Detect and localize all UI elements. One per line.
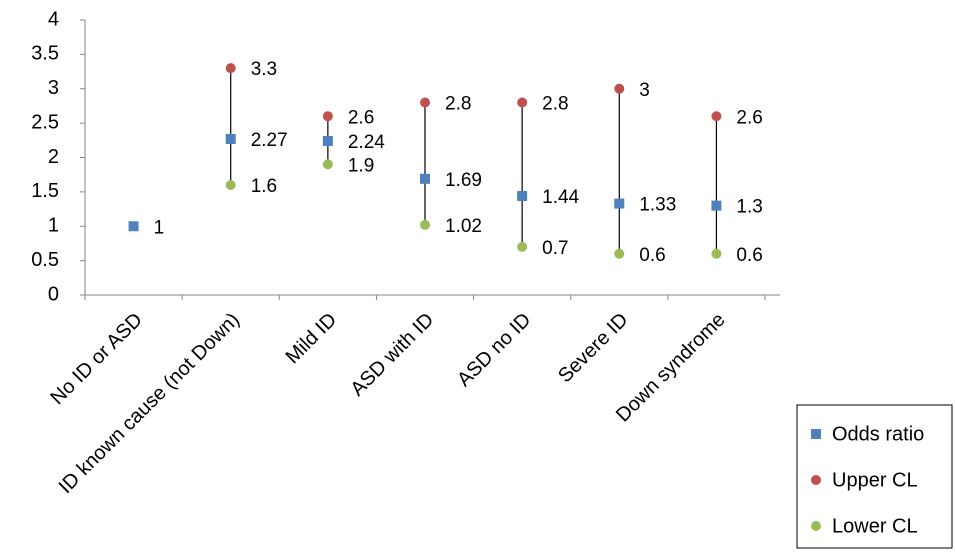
data-label: 0.6	[639, 245, 665, 266]
marker	[711, 248, 722, 259]
legend-label: Lower CL	[832, 515, 918, 537]
legend-box	[796, 404, 953, 549]
marker	[225, 63, 236, 74]
data-label: 1.9	[348, 155, 374, 176]
data-label: 1	[154, 217, 165, 238]
y-tick-label: 3.5	[31, 43, 59, 65]
data-label: 2.6	[348, 107, 374, 128]
data-label: 1.6	[251, 176, 277, 197]
data-label: 2.27	[251, 130, 288, 151]
data-label: 2.6	[736, 107, 762, 128]
marker	[420, 219, 430, 230]
marker	[517, 191, 528, 201]
marker	[225, 133, 236, 144]
data-label: 1.44	[542, 187, 579, 208]
marker	[614, 248, 625, 259]
marker	[420, 173, 430, 184]
y-tick-label: 3	[48, 77, 59, 99]
marker	[811, 475, 821, 485]
marker	[517, 97, 528, 108]
legend-label: Odds ratio	[832, 423, 924, 445]
x-tick-label: ID known cause (not Down)	[55, 309, 244, 498]
data-label: 0.7	[542, 238, 568, 259]
data-label: 1.02	[445, 216, 482, 237]
marker	[322, 136, 333, 146]
data-label: 1.69	[445, 170, 482, 191]
x-tick-label: Mild ID	[282, 309, 342, 369]
marker	[614, 198, 625, 209]
data-label: 2.8	[542, 94, 568, 115]
legend-label: Upper CL	[832, 469, 918, 491]
y-tick-label: 1	[48, 215, 59, 237]
marker	[128, 221, 139, 232]
data-label: 0.6	[736, 245, 762, 266]
y-tick-label: 4	[48, 8, 59, 30]
data-label: 1.33	[639, 195, 676, 216]
marker	[322, 111, 333, 122]
marker	[811, 429, 821, 439]
y-tick-label: 0.5	[31, 249, 59, 271]
data-label: 1.3	[736, 197, 762, 218]
data-label: 3.3	[251, 59, 277, 80]
marker	[711, 111, 722, 122]
marker	[614, 83, 625, 94]
marker	[517, 241, 528, 252]
y-tick-label: 1.5	[31, 180, 59, 202]
marker	[711, 200, 722, 211]
x-tick-label: ASD no ID	[453, 309, 535, 391]
marker	[420, 97, 430, 108]
x-tick-label: ASD with ID	[346, 309, 438, 401]
y-tick-label: 2	[48, 146, 59, 168]
marker	[225, 180, 236, 190]
x-tick-label: Severe ID	[554, 309, 632, 387]
y-tick-label: 0	[48, 283, 59, 305]
data-label: 2.8	[445, 94, 471, 115]
data-label: 3	[639, 80, 650, 101]
y-tick-label: 2.5	[31, 111, 59, 133]
data-label: 2.24	[348, 132, 385, 153]
marker	[811, 521, 821, 531]
marker	[322, 159, 333, 170]
x-tick-label: No ID or ASD	[46, 309, 146, 409]
